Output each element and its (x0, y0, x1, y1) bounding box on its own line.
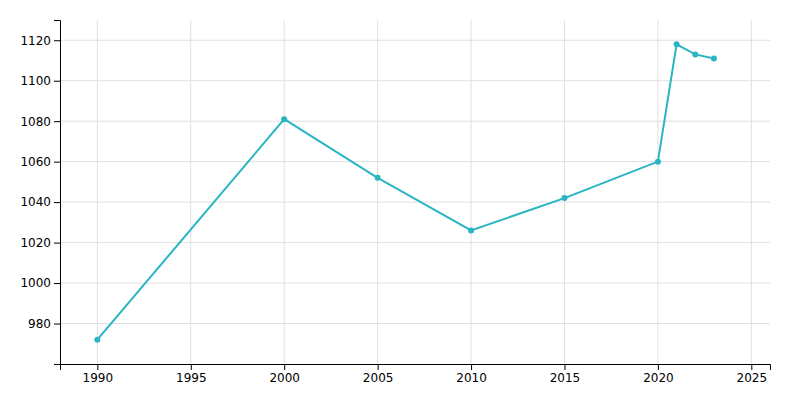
grid-line (97, 20, 98, 364)
tick: 1995 (176, 364, 207, 385)
plot: 1990 1995 2000 2005 2010 2015 2020 2025 980 1000 1… (20, 20, 770, 385)
grid-line (60, 323, 770, 324)
point (655, 159, 661, 165)
tick-mark (54, 243, 60, 244)
point (375, 175, 381, 181)
tick: 2020 (643, 364, 674, 385)
tick-label: 2000 (269, 371, 300, 385)
tick-mark (284, 364, 285, 370)
tick: 2005 (363, 364, 394, 385)
chart: 1990 1995 2000 2005 2010 2015 2020 2025 980 1000 1… (0, 0, 800, 400)
grid-line (751, 20, 752, 364)
tick-mark (54, 324, 60, 325)
line (97, 44, 714, 339)
tick-label: 1000 (20, 276, 51, 290)
tick: 2010 (456, 364, 487, 385)
tick-mark (54, 283, 60, 284)
tick: 1080 (20, 115, 60, 129)
tick-mark (564, 364, 565, 370)
tick-label: 1995 (176, 371, 207, 385)
point (94, 337, 100, 343)
grid-line (190, 20, 191, 364)
tick: 980 (28, 317, 60, 331)
grid-line (60, 202, 770, 203)
tick-label: 2020 (643, 371, 674, 385)
tick: 2000 (269, 364, 300, 385)
tick-label: 980 (28, 317, 51, 331)
tick-mark (54, 202, 60, 203)
x-axis: 1990 1995 2000 2005 2010 2015 2020 2025 (61, 364, 771, 385)
tick: 2025 (737, 364, 768, 385)
tick-label: 1060 (20, 155, 51, 169)
tick: 1120 (20, 34, 60, 48)
tick-mark (378, 364, 379, 370)
point (561, 195, 567, 201)
tick: 1060 (20, 155, 60, 169)
tick-label: 2015 (550, 371, 581, 385)
point (674, 41, 680, 47)
tick: 1000 (20, 276, 60, 290)
tick-label: 1080 (20, 115, 51, 129)
tick-mark (54, 40, 60, 41)
tick-label: 1100 (20, 74, 51, 88)
tick-mark (97, 364, 98, 370)
tick-mark (751, 364, 752, 370)
grid-line (657, 20, 658, 364)
axis-line (61, 365, 771, 371)
grid-line (377, 20, 378, 364)
series (94, 41, 717, 342)
tick-label: 2005 (363, 371, 394, 385)
tick-mark (54, 121, 60, 122)
grid-line (60, 242, 770, 243)
grid (60, 20, 770, 364)
grid-line (60, 40, 770, 41)
grid-line (60, 161, 770, 162)
tick: 1990 (83, 364, 114, 385)
tick-label: 1020 (20, 236, 51, 250)
grid-line (471, 20, 472, 364)
tick-label: 1990 (83, 371, 114, 385)
tick-label: 2025 (737, 371, 768, 385)
y-axis: 980 1000 1020 1040 1060 1080 1100 1120 (20, 21, 60, 365)
tick-mark (54, 81, 60, 82)
tick-mark (191, 364, 192, 370)
tick-mark (471, 364, 472, 370)
grid-line (284, 20, 285, 364)
tick-mark (658, 364, 659, 370)
tick: 1020 (20, 236, 60, 250)
tick: 1040 (20, 195, 60, 209)
point (281, 116, 287, 122)
tick: 2015 (550, 364, 581, 385)
grid-line (60, 283, 770, 284)
point (692, 51, 698, 57)
tick-label: 1040 (20, 195, 51, 209)
tick: 1100 (20, 74, 60, 88)
point (711, 55, 717, 61)
tick-label: 2010 (456, 371, 487, 385)
axis-line (54, 21, 61, 365)
point (468, 227, 474, 233)
grid-line (60, 80, 770, 81)
tick-mark (54, 162, 60, 163)
grid-line (564, 20, 565, 364)
tick-label: 1120 (20, 34, 51, 48)
